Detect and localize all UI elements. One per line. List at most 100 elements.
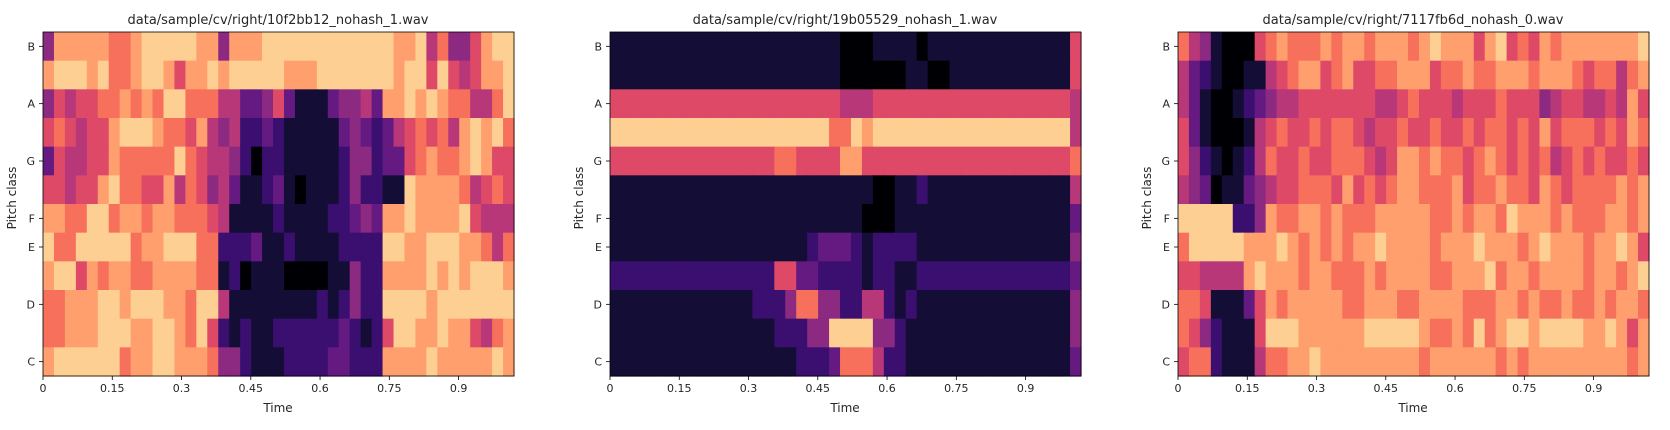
heatmap-cell — [1440, 318, 1453, 348]
heatmap-cell — [97, 32, 110, 62]
heatmap-cell — [1221, 290, 1234, 320]
heatmap-cell — [163, 347, 176, 377]
heatmap-cell — [1342, 146, 1354, 176]
heatmap-cell — [675, 232, 688, 262]
heatmap-cell — [1572, 175, 1584, 205]
heatmap-cell — [675, 32, 688, 62]
heatmap-cell — [916, 290, 929, 320]
heatmap-cell — [894, 60, 907, 90]
heatmap-cell — [251, 32, 263, 62]
heatmap-cell — [1320, 347, 1332, 377]
heatmap-cell — [86, 232, 99, 262]
heatmap-cell — [1517, 318, 1530, 348]
heatmap-cell — [283, 261, 296, 291]
heatmap-cell — [796, 204, 808, 234]
heatmap-cell — [316, 89, 329, 119]
heatmap-cell — [262, 118, 274, 148]
heatmap-cell — [840, 146, 852, 176]
heatmap-cell — [371, 261, 384, 291]
heatmap-cell — [1199, 32, 1212, 62]
heatmap-cell — [1375, 146, 1387, 176]
heatmap-cell — [503, 232, 515, 262]
heatmap-cell — [1298, 118, 1311, 148]
heatmap-cell — [1462, 146, 1475, 176]
heatmap-cell — [273, 32, 285, 62]
heatmap-cell — [708, 318, 721, 348]
heatmap-cell — [697, 89, 710, 119]
heatmap-cell — [763, 204, 775, 234]
heatmap-cell — [470, 32, 482, 62]
heatmap-cell — [796, 232, 808, 262]
heatmap-cell — [360, 118, 373, 148]
heatmap-cell — [240, 60, 252, 90]
heatmap-cell — [610, 175, 622, 205]
heatmap-cell — [1342, 318, 1354, 348]
heatmap-cell — [1495, 232, 1508, 262]
heatmap-cell — [1572, 118, 1584, 148]
heatmap-cell — [1386, 290, 1398, 320]
heatmap-cell — [1210, 32, 1223, 62]
heatmap-cell — [1583, 32, 1595, 62]
heatmap-cell — [1331, 290, 1343, 320]
heatmap-cell — [251, 118, 263, 148]
heatmap-cell — [840, 232, 852, 262]
heatmap-cell — [642, 118, 655, 148]
heatmap-cell — [1386, 261, 1398, 291]
heatmap-cell — [1232, 118, 1245, 148]
heatmap-cell — [610, 118, 622, 148]
heatmap-cell — [174, 290, 186, 320]
heatmap-cell — [1309, 261, 1321, 291]
heatmap-cell — [1561, 204, 1573, 234]
y-tick-label: F — [596, 212, 602, 225]
heatmap-cell — [982, 118, 994, 148]
heatmap-cell — [927, 261, 940, 291]
heatmap-cell — [610, 60, 622, 90]
heatmap-cell — [294, 318, 307, 348]
heatmap-cell — [872, 290, 885, 320]
heatmap-cell — [1210, 318, 1223, 348]
heatmap-cell — [1539, 261, 1552, 291]
heatmap-cell — [130, 261, 143, 291]
heatmap-cell — [43, 89, 55, 119]
heatmap-cell — [1037, 32, 1049, 62]
heatmap-cell — [938, 60, 951, 90]
heatmap-cell — [349, 146, 362, 176]
heatmap-cell — [1026, 318, 1038, 348]
heatmap-cell — [675, 175, 688, 205]
heatmap-cell — [371, 146, 384, 176]
heatmap-cell — [108, 261, 121, 291]
heatmap-cell — [294, 175, 307, 205]
heatmap-cell — [883, 60, 896, 90]
heatmap-cell — [1059, 318, 1071, 348]
heatmap-cell — [785, 89, 797, 119]
heatmap-cell — [741, 347, 753, 377]
heatmap-cells — [1178, 32, 1650, 377]
heatmap-cell — [283, 89, 296, 119]
heatmap-cell — [470, 204, 482, 234]
heatmap-cell — [697, 347, 710, 377]
heatmap-cell — [840, 290, 852, 320]
heatmap-cell — [448, 32, 460, 62]
heatmap-cell — [382, 32, 395, 62]
heatmap-cell — [1616, 32, 1628, 62]
heatmap-cell — [1353, 204, 1365, 234]
heatmap-cell — [872, 118, 885, 148]
y-tick-label: F — [1164, 212, 1170, 225]
heatmap-cell — [1276, 60, 1289, 90]
heatmap-cell — [1583, 89, 1595, 119]
heatmap-cell — [1408, 60, 1420, 90]
heatmap-cell — [1627, 204, 1639, 234]
heatmap-cell — [686, 118, 699, 148]
heatmap-cell — [108, 347, 121, 377]
heatmap-cell — [415, 347, 427, 377]
heatmap-cell — [971, 318, 984, 348]
heatmap-cell — [163, 318, 176, 348]
heatmap-cell — [763, 347, 775, 377]
heatmap-cell — [697, 60, 710, 90]
heatmap-cell — [730, 232, 743, 262]
heatmap-cell — [1342, 175, 1354, 205]
heatmap-cell — [872, 318, 885, 348]
heatmap-cell — [1026, 89, 1038, 119]
heatmap-cell — [283, 318, 296, 348]
heatmap-cell — [130, 60, 143, 90]
